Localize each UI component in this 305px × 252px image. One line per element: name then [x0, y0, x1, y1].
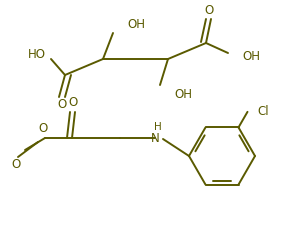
- Text: O: O: [11, 158, 21, 171]
- Text: OH: OH: [242, 49, 260, 62]
- Text: OH: OH: [127, 18, 145, 32]
- Text: H: H: [154, 122, 162, 132]
- Text: OH: OH: [174, 87, 192, 101]
- Text: O: O: [38, 122, 48, 136]
- Text: N: N: [151, 132, 160, 144]
- Text: O: O: [204, 4, 214, 16]
- Text: Cl: Cl: [257, 105, 269, 118]
- Text: O: O: [57, 99, 66, 111]
- Text: O: O: [68, 97, 78, 110]
- Text: HO: HO: [28, 48, 46, 61]
